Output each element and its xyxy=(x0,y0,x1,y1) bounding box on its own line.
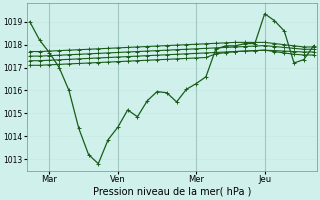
X-axis label: Pression niveau de la mer( hPa ): Pression niveau de la mer( hPa ) xyxy=(92,187,251,197)
